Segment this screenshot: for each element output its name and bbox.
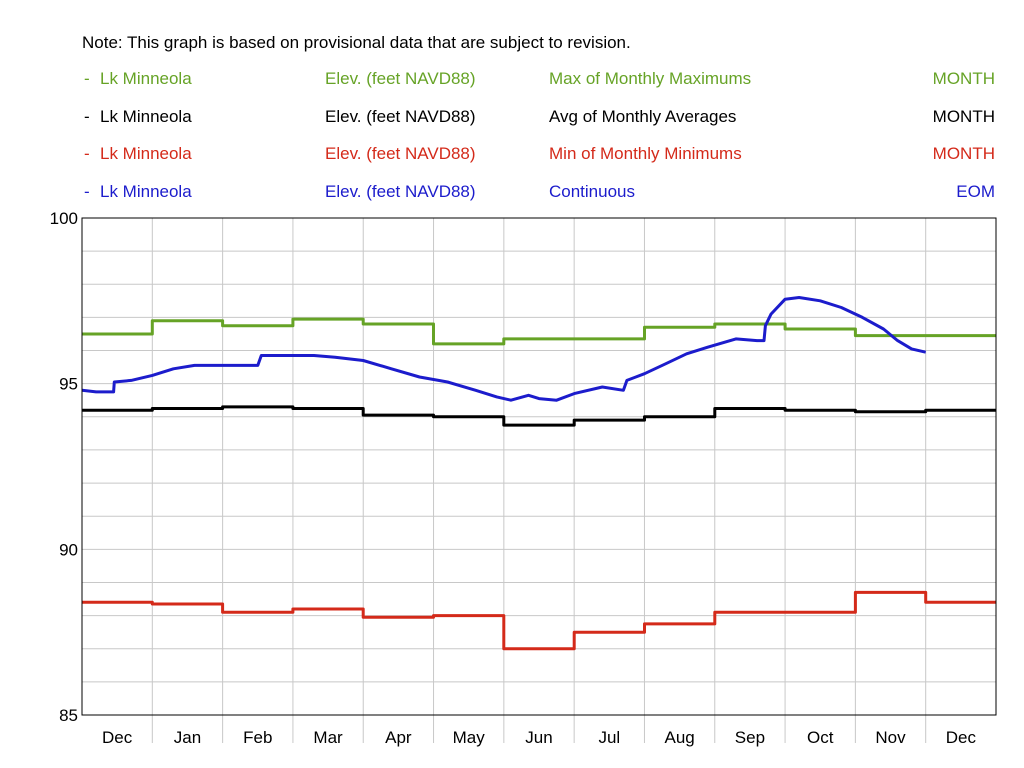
series-line-continuous <box>81 296 927 402</box>
x-tick-label: Apr <box>385 728 412 747</box>
x-tick-label: Oct <box>807 728 834 747</box>
legend-statistic: Max of Monthly Maximums <box>549 69 751 88</box>
legend-entry-min: - Lk Minneola Elev. (feet NAVD88) Min of… <box>84 144 995 163</box>
legend-statistic: Continuous <box>549 182 635 201</box>
x-tick-label: Feb <box>243 728 272 747</box>
legend-marker: - <box>84 107 90 126</box>
y-axis: 85 90 95 100 <box>50 209 78 725</box>
legend-station: Lk Minneola <box>100 107 192 126</box>
x-tick-label: Jul <box>598 728 620 747</box>
y-tick-label: 100 <box>50 209 78 228</box>
legend-statistic: Avg of Monthly Averages <box>549 107 736 126</box>
x-tick-label: Jun <box>525 728 552 747</box>
plot-frame <box>81 217 997 716</box>
y-tick-label: 95 <box>59 375 78 394</box>
x-axis: Dec Jan Feb Mar Apr May Jun Jul Aug Sep Oct Nov Dec <box>102 728 976 747</box>
legend-interval: MONTH <box>933 69 995 88</box>
x-tick-label: Sep <box>735 728 765 747</box>
legend-entry-continuous: - Lk Minneola Elev. (feet NAVD88) Contin… <box>84 182 995 201</box>
x-tick-label: Jan <box>174 728 201 747</box>
series-line-min-of-monthly-minimums <box>82 590 996 651</box>
legend-marker: - <box>84 182 90 201</box>
series-layer <box>81 296 996 651</box>
legend-marker: - <box>84 69 90 88</box>
legend-entry-avg: - Lk Minneola Elev. (feet NAVD88) Avg of… <box>84 107 995 126</box>
x-tick-label: Dec <box>946 728 977 747</box>
vertical-gridlines <box>151 218 927 743</box>
legend: - Lk Minneola Elev. (feet NAVD88) Max of… <box>84 69 995 201</box>
legend-marker: - <box>84 144 90 163</box>
legend-interval: MONTH <box>933 107 995 126</box>
y-tick-label: 90 <box>59 540 78 559</box>
x-tick-label: May <box>453 728 486 747</box>
x-tick-label: Aug <box>664 728 694 747</box>
series-line-max-of-monthly-maximums <box>82 317 996 346</box>
legend-parameter: Elev. (feet NAVD88) <box>325 144 476 163</box>
horizontal-gridlines <box>82 250 996 683</box>
legend-station: Lk Minneola <box>100 182 192 201</box>
legend-station: Lk Minneola <box>100 69 192 88</box>
series-line-avg-of-monthly-averages <box>82 405 996 427</box>
x-tick-label: Mar <box>313 728 343 747</box>
x-tick-label: Nov <box>875 728 906 747</box>
legend-interval: MONTH <box>933 144 995 163</box>
legend-entry-max: - Lk Minneola Elev. (feet NAVD88) Max of… <box>84 69 995 88</box>
provisional-note: Note: This graph is based on provisional… <box>82 33 631 52</box>
y-tick-label: 85 <box>59 706 78 725</box>
legend-interval: EOM <box>956 182 995 201</box>
legend-statistic: Min of Monthly Minimums <box>549 144 742 163</box>
x-tick-label: Dec <box>102 728 133 747</box>
legend-parameter: Elev. (feet NAVD88) <box>325 107 476 126</box>
legend-parameter: Elev. (feet NAVD88) <box>325 182 476 201</box>
legend-parameter: Elev. (feet NAVD88) <box>325 69 476 88</box>
legend-station: Lk Minneola <box>100 144 192 163</box>
